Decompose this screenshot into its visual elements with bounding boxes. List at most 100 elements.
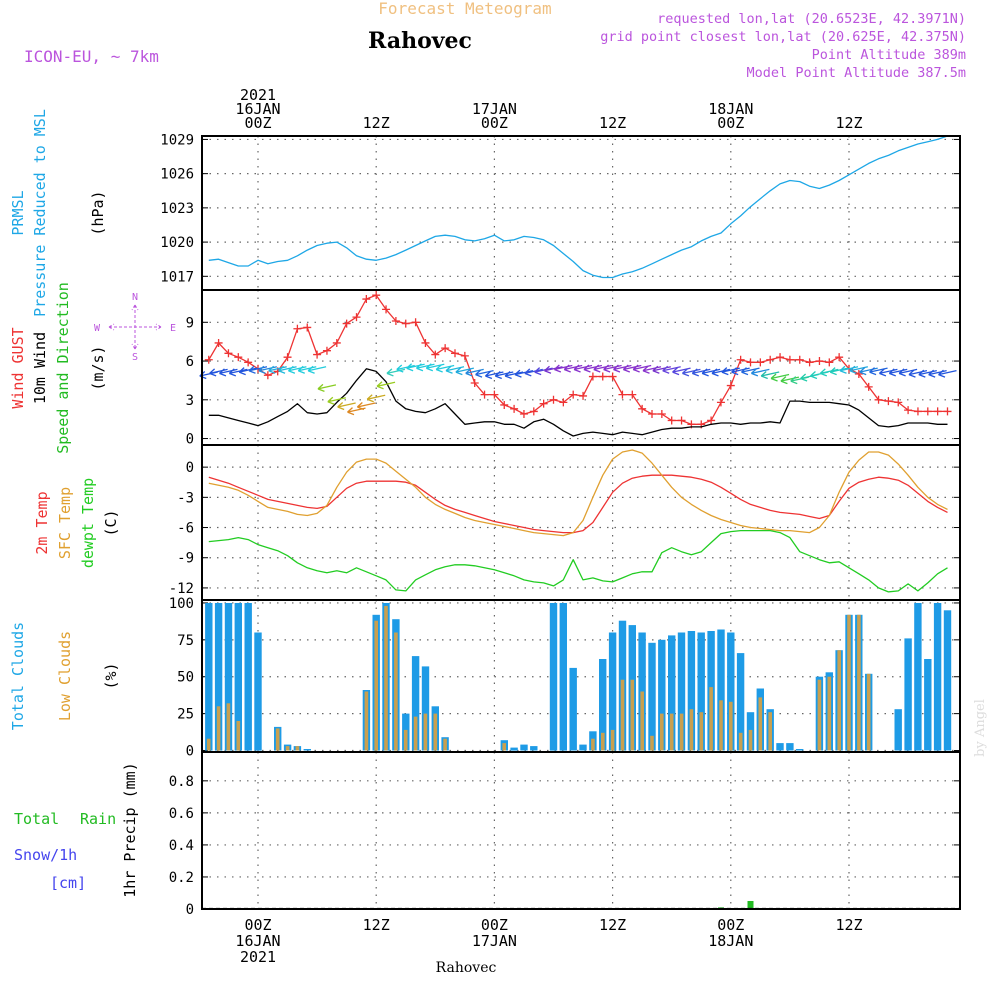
- gust-marker: [214, 338, 223, 347]
- total-cloud-bar: [579, 744, 587, 751]
- wind-direction-arrow: [435, 364, 455, 373]
- wind-direction-arrow: [534, 367, 553, 376]
- total-cloud-bar: [224, 603, 233, 751]
- wind-direction-arrow: [839, 365, 859, 374]
- location-title: Rahovec: [368, 28, 472, 54]
- gust-marker: [795, 355, 804, 364]
- footer-location: Rahovec: [436, 960, 497, 976]
- precip-label-rain: Rain: [80, 810, 116, 828]
- time-axis-bottom-label: 16JAN: [235, 932, 280, 950]
- gust-marker: [943, 407, 952, 416]
- wind-direction-arrow: [563, 364, 583, 373]
- total-cloud-bar: [411, 656, 420, 751]
- chart-layer: 1017 1020 1023 1026 1029 0 3 6 9 N S W E 0 -3 -6 -9 -12 0 2…: [9, 86, 961, 966]
- total-cloud-bar: [786, 743, 794, 751]
- low-cloud-bar: [403, 729, 408, 751]
- gust-marker: [756, 358, 765, 367]
- wind-direction-arrow: [908, 369, 928, 378]
- wind-direction-arrow: [829, 367, 849, 376]
- pressure-line: [208, 135, 948, 279]
- low-cloud-bar: [837, 650, 841, 751]
- gust-marker: [638, 404, 647, 413]
- low-cloud-bar: [699, 712, 704, 751]
- low-cloud-bar: [679, 713, 684, 751]
- time-axis-bottom-label: 12Z: [599, 916, 626, 934]
- gust-marker: [815, 357, 824, 366]
- total-cloud-bar: [677, 632, 686, 751]
- low-cloud-bar: [226, 703, 231, 751]
- total-cloud-bar: [668, 635, 676, 751]
- time-axis-bottom-label: 00Z: [481, 916, 508, 934]
- compass-s-label: S: [132, 352, 138, 363]
- gust-marker: [283, 353, 292, 362]
- model-label: ICON-EU, ~ 7km: [24, 47, 159, 66]
- total-cloud-bar: [697, 632, 705, 751]
- gust-marker: [835, 353, 844, 362]
- total-cloud-bar: [894, 709, 902, 751]
- total-cloud-bar: [648, 642, 656, 751]
- total-cloud-bar: [933, 603, 942, 751]
- wind-direction-arrow: [681, 368, 701, 377]
- gust-marker: [726, 381, 735, 390]
- total-cloud-bar: [244, 603, 252, 751]
- pressure-label-reduced: Pressure Reduced to MSL: [31, 109, 49, 317]
- total-cloud-bar: [303, 749, 311, 751]
- wind-direction-arrow: [760, 370, 780, 380]
- wind-direction-arrow: [287, 365, 307, 374]
- gust-marker: [864, 382, 873, 391]
- precip-label-snow: Snow/1h: [14, 846, 77, 864]
- temp-line-dewpt-temp: [208, 529, 948, 593]
- low-cloud-bar: [236, 721, 241, 751]
- gust-marker: [382, 305, 391, 314]
- wind-10m-line: [208, 368, 948, 437]
- total-cloud-bar: [421, 666, 430, 751]
- wind-direction-arrow: [337, 401, 356, 411]
- time-axis-top-label: 12Z: [835, 114, 862, 132]
- time-axis-top-label: 16JAN: [235, 100, 280, 118]
- wind-direction-arrow: [514, 369, 534, 378]
- panel-temperature: 0 -3 -6 -9 -12: [169, 444, 961, 601]
- low-cloud-bar: [394, 632, 398, 751]
- gust-line: [208, 294, 948, 425]
- low-cloud-bar: [689, 709, 694, 751]
- total-cloud-bar: [687, 631, 696, 751]
- low-cloud-bar: [610, 729, 615, 751]
- gust-marker: [657, 410, 666, 418]
- time-axis-bottom-label: 18JAN: [708, 932, 753, 950]
- y-tick-label: 25: [177, 707, 194, 723]
- y-tick-label: 50: [177, 670, 194, 686]
- low-cloud-bar: [748, 729, 753, 751]
- time-axis-top-label: 12Z: [363, 114, 390, 132]
- total-cloud-bar: [254, 632, 262, 751]
- gust-marker: [470, 379, 479, 387]
- low-cloud-bar: [640, 691, 644, 751]
- y-tick-label: 0.2: [169, 870, 194, 886]
- wind-direction-arrow: [228, 368, 248, 377]
- total-cloud-bar: [510, 747, 518, 751]
- gust-marker: [874, 395, 883, 404]
- rain-bar: [747, 901, 754, 909]
- wind-direction-arrow: [465, 368, 484, 377]
- wind-direction-arrow: [878, 368, 898, 377]
- gust-marker: [510, 404, 519, 413]
- wind-direction-arrow: [869, 367, 888, 376]
- gust-marker: [618, 390, 627, 399]
- y-tick-label: 0: [186, 432, 194, 448]
- low-cloud-bar: [206, 738, 211, 751]
- gust-marker: [667, 416, 676, 425]
- gust-marker: [342, 319, 351, 328]
- wind-direction-arrow: [770, 373, 790, 382]
- wind-direction-arrow: [573, 364, 593, 373]
- wind-label-unit: (m/s): [89, 345, 107, 390]
- gust-marker: [500, 400, 509, 409]
- low-cloud-bar: [620, 679, 625, 751]
- gust-marker: [401, 319, 410, 328]
- wind-direction-arrow: [248, 365, 268, 374]
- gust-marker: [352, 313, 361, 322]
- wind-direction-arrow: [642, 365, 662, 374]
- y-tick-label: 1020: [160, 235, 194, 251]
- y-tick-label: 0: [186, 744, 194, 760]
- low-cloud-bar: [738, 732, 743, 751]
- wind-direction-arrow: [898, 368, 918, 377]
